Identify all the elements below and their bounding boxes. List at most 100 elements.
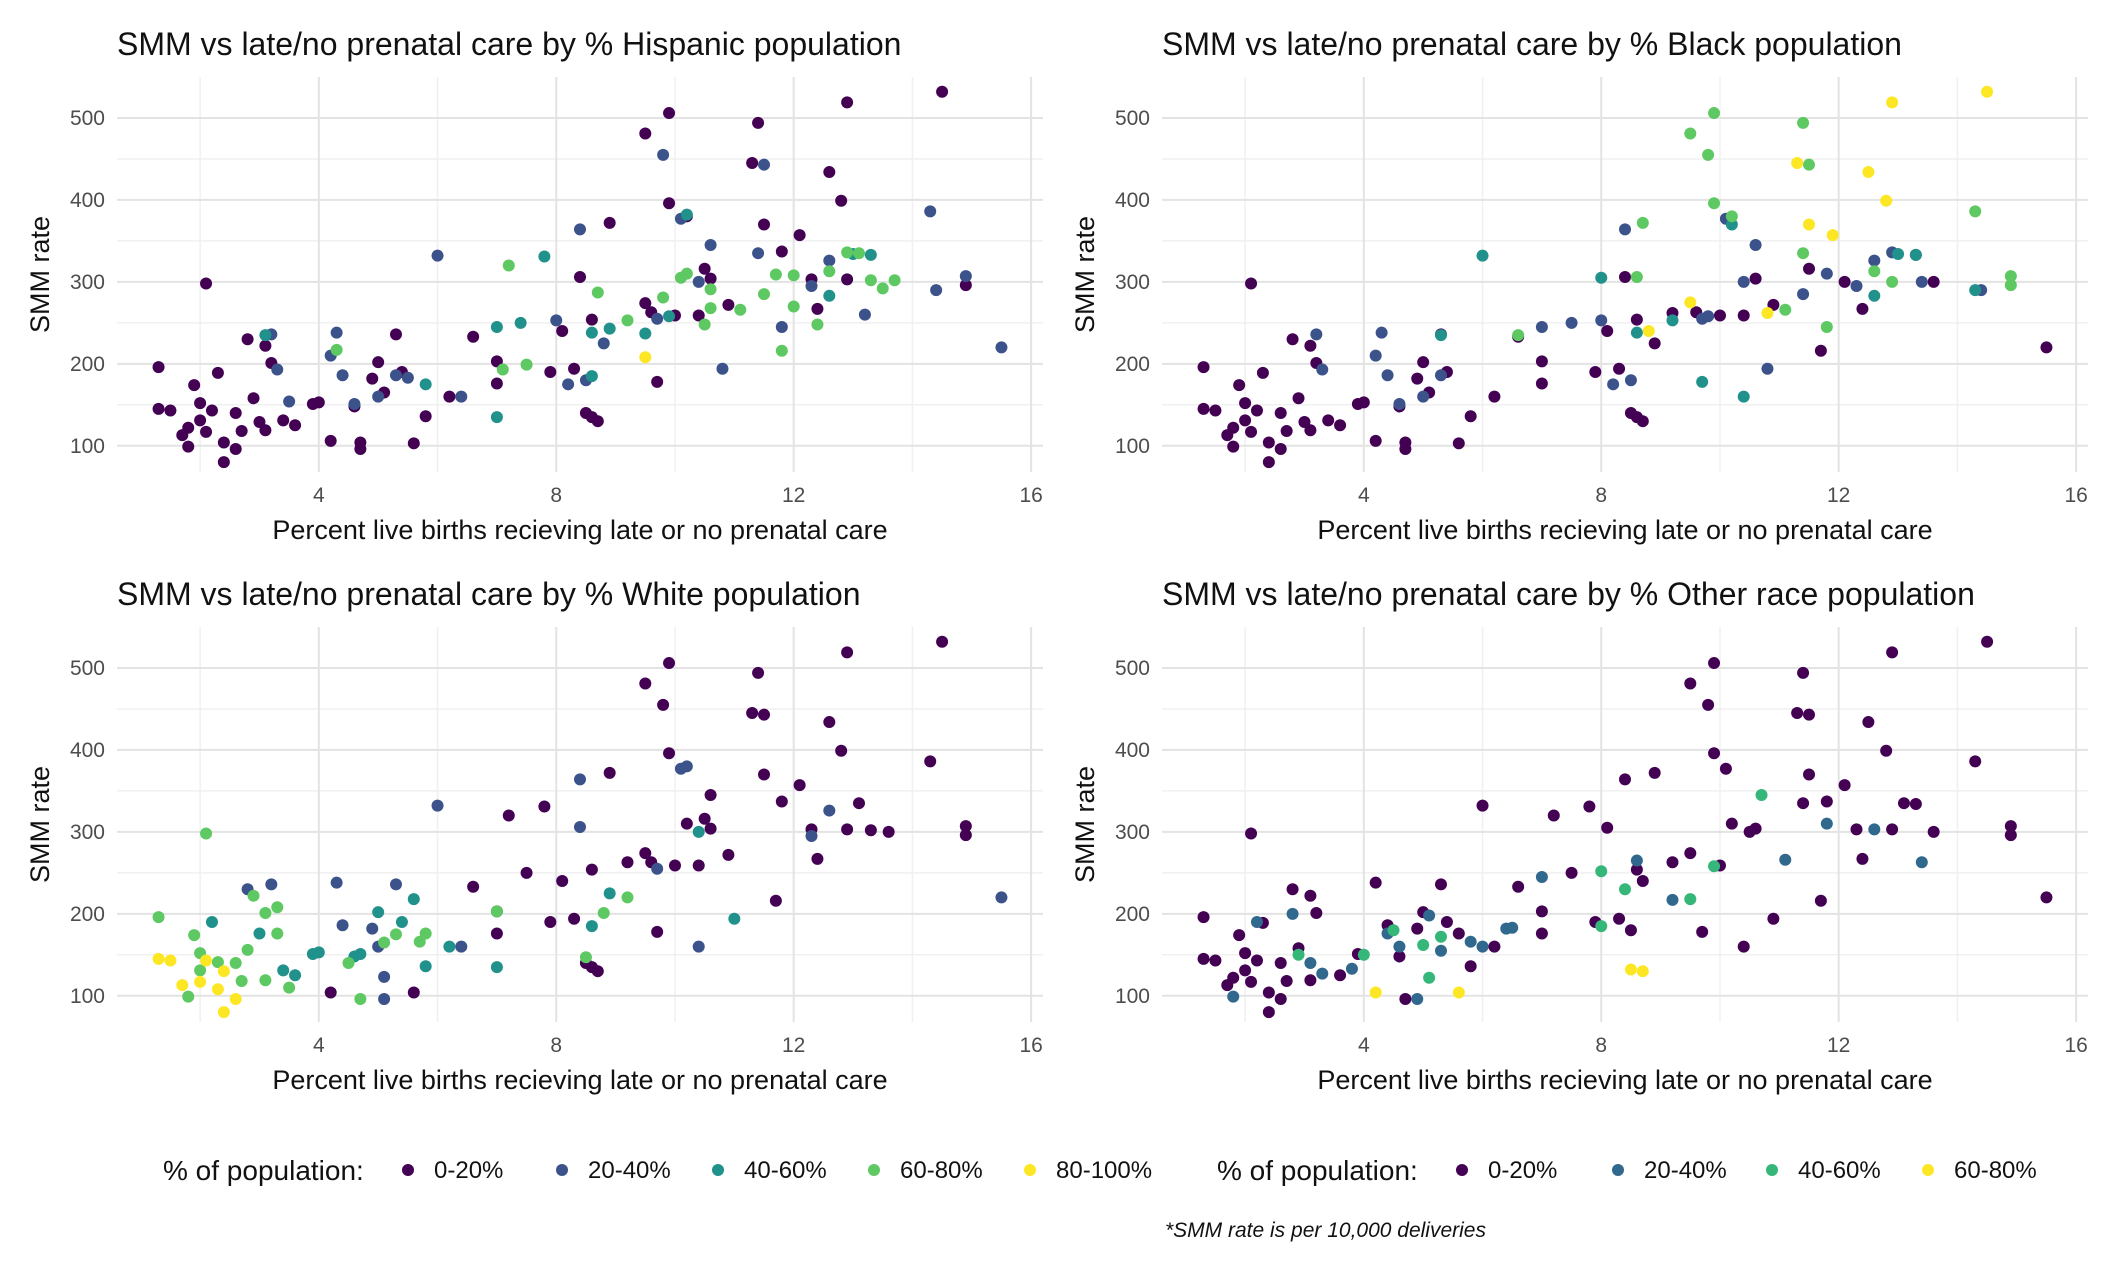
x-tick-label: 16 (1019, 1034, 1042, 1057)
data-point (1880, 744, 1893, 757)
data-point (657, 291, 670, 304)
data-point (787, 269, 800, 282)
data-point (1797, 247, 1810, 260)
data-point (775, 344, 788, 357)
data-point (502, 259, 515, 272)
data-point (1197, 952, 1210, 965)
data-point (2040, 341, 2053, 354)
data-point (1630, 854, 1643, 867)
data-point (247, 889, 260, 902)
data-point (1393, 397, 1406, 410)
data-point (1862, 166, 1875, 179)
y-tick-label: 400 (1115, 189, 1150, 212)
data-point (1696, 375, 1709, 388)
data-point (1464, 410, 1477, 423)
legend-2: % of population: 0-20% 20-40% 40-60% 60-80% (1217, 1155, 2037, 1186)
data-point (1423, 909, 1436, 922)
data-point (229, 443, 242, 456)
data-point (1274, 993, 1287, 1006)
data-point (1304, 956, 1317, 969)
data-point (758, 288, 771, 301)
data-point (1369, 434, 1382, 447)
data-point (1357, 396, 1370, 409)
data-point (621, 314, 634, 327)
data-point (775, 320, 788, 333)
data-point (1749, 272, 1762, 285)
panel-title: SMM vs late/no prenatal care by % Other … (1162, 576, 1975, 612)
data-point (1767, 912, 1780, 925)
data-point (657, 148, 670, 161)
data-point (200, 277, 213, 290)
legend-swatch (1024, 1164, 1036, 1176)
data-point (1227, 971, 1240, 984)
data-point (876, 282, 889, 295)
data-point (1512, 329, 1525, 342)
legend-swatch (556, 1164, 568, 1176)
data-point (597, 337, 610, 350)
data-point (698, 812, 711, 825)
y-tick-label: 300 (70, 821, 105, 844)
data-point (591, 286, 604, 299)
data-point (692, 309, 705, 322)
y-tick-label: 400 (1115, 739, 1150, 762)
data-point (544, 366, 557, 379)
data-point (639, 127, 652, 140)
data-point (1464, 960, 1477, 973)
data-point (289, 419, 302, 432)
data-point (758, 708, 771, 721)
data-point (1613, 362, 1626, 375)
data-point (680, 267, 693, 280)
y-tick-label: 300 (1115, 271, 1150, 294)
data-point (253, 927, 266, 940)
data-point (1826, 229, 1839, 242)
data-point (1755, 788, 1768, 801)
data-point (1684, 127, 1697, 140)
data-point (490, 905, 503, 918)
data-point (835, 744, 848, 757)
data-point (858, 308, 871, 321)
data-point (811, 302, 824, 315)
data-point (1820, 320, 1833, 333)
data-point (1434, 930, 1447, 943)
data-point (752, 666, 765, 679)
x-tick-label: 12 (782, 1034, 805, 1057)
data-point (1417, 356, 1430, 369)
data-point (1636, 415, 1649, 428)
data-point (1310, 328, 1323, 341)
data-point (389, 369, 402, 382)
data-point (1868, 289, 1881, 302)
data-point (205, 404, 218, 417)
data-point (348, 397, 361, 410)
data-point (811, 852, 824, 865)
data-point (1684, 296, 1697, 309)
data-point (1666, 856, 1679, 869)
data-point (1369, 986, 1382, 999)
panel-title: SMM vs late/no prenatal care by % Black … (1162, 26, 1902, 62)
data-point (1613, 912, 1626, 925)
data-point (229, 406, 242, 419)
data-point (579, 951, 592, 964)
data-point (1737, 309, 1750, 322)
y-tick-label: 200 (70, 353, 105, 376)
data-point (1595, 314, 1608, 327)
legend-label: 20-40% (1644, 1157, 1727, 1184)
data-point (164, 954, 177, 967)
data-point (1250, 954, 1263, 967)
data-point (490, 927, 503, 940)
data-point (1292, 948, 1305, 961)
data-point (1310, 907, 1323, 920)
data-point (1702, 310, 1715, 323)
data-point (1440, 916, 1453, 929)
data-point (1488, 940, 1501, 953)
data-point (271, 363, 284, 376)
data-point (1648, 337, 1661, 350)
data-point (1915, 275, 1928, 288)
data-point (752, 116, 765, 129)
data-point (467, 330, 480, 343)
data-point (1369, 349, 1382, 362)
data-point (217, 1006, 230, 1019)
data-point (775, 245, 788, 258)
legend-swatch (1456, 1164, 1468, 1176)
x-tick-label: 8 (1595, 484, 1607, 507)
data-point (805, 279, 818, 292)
